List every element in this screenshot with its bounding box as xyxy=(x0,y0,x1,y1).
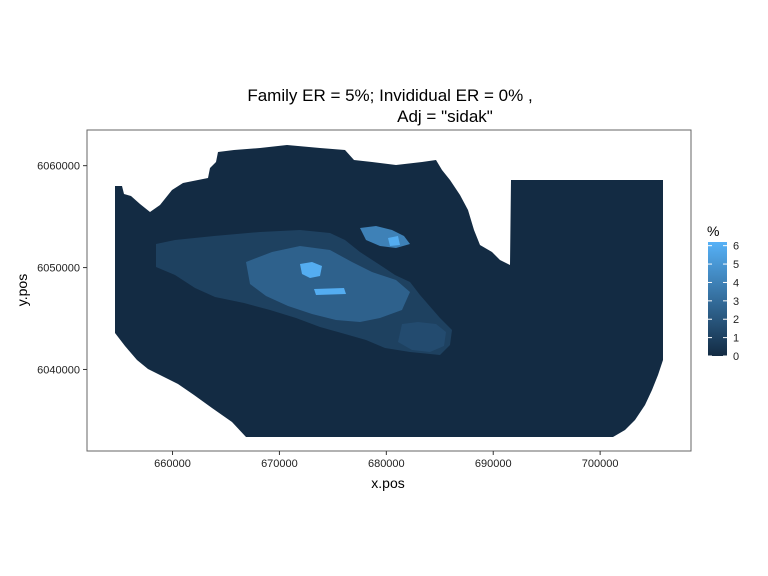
legend-tick-label: 3 xyxy=(733,296,739,308)
y-tick-label: 6050000 xyxy=(37,263,80,275)
legend-ticks: 0 1 2 3 4 5 6 xyxy=(708,241,739,363)
legend: % 0 1 2 3 4 5 6 xyxy=(707,223,739,363)
legend-colorbar xyxy=(708,242,727,356)
legend-tick-label: 4 xyxy=(733,277,739,289)
y-axis-title: y.pos xyxy=(14,274,30,306)
y-tick-label: 6040000 xyxy=(37,364,80,376)
x-tick-label: 700000 xyxy=(582,458,619,470)
x-axis-title: x.pos xyxy=(371,475,404,491)
cell-region-peak xyxy=(388,236,400,246)
heatmap-cells xyxy=(115,145,663,437)
x-tick-label: 660000 xyxy=(154,458,191,470)
legend-tick-label: 0 xyxy=(733,351,739,363)
cell-region-peak xyxy=(300,262,322,278)
legend-tick-label: 2 xyxy=(733,314,739,326)
x-tick-label: 670000 xyxy=(261,458,298,470)
cell-region-hotspot-east xyxy=(398,322,446,352)
y-axis: 6040000 6050000 6060000 xyxy=(37,161,87,376)
chart-title-line2: Adj = "sidak" xyxy=(397,107,493,126)
cell-region-peak xyxy=(314,288,346,295)
x-tick-label: 690000 xyxy=(475,458,512,470)
legend-tick-label: 1 xyxy=(733,333,739,345)
legend-tick-label: 6 xyxy=(733,241,739,253)
x-tick-label: 680000 xyxy=(368,458,405,470)
chart-title-line1: Family ER = 5%; Invididual ER = 0% , xyxy=(247,86,532,105)
legend-title: % xyxy=(707,223,719,239)
x-axis: 660000 670000 680000 690000 700000 xyxy=(154,451,618,470)
legend-tick-label: 5 xyxy=(733,259,739,271)
cell-region-core xyxy=(246,246,410,322)
y-tick-label: 6060000 xyxy=(37,161,80,173)
